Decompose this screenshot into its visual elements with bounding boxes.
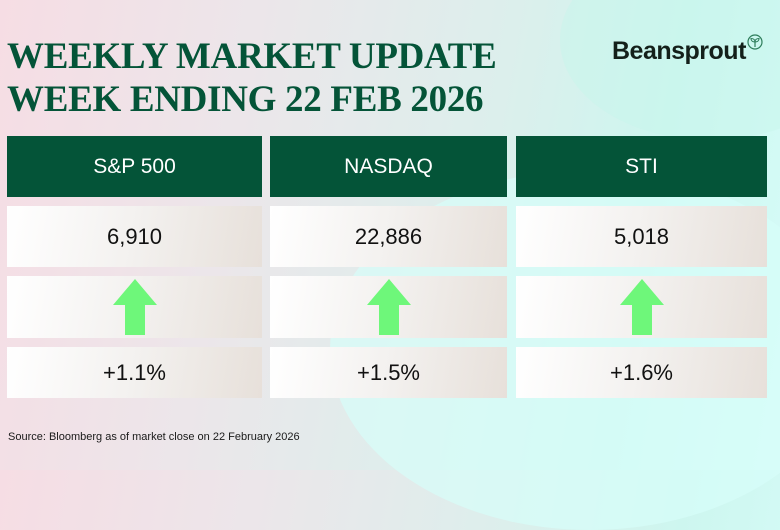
change-cell: +1.6% (516, 347, 767, 398)
change-percent: +1.5% (357, 359, 420, 385)
direction-cell (270, 276, 507, 338)
title-line-2: WEEK ENDING 22 FEB 2026 (7, 79, 484, 120)
index-name: STI (625, 154, 658, 178)
arrow-up-icon (366, 279, 411, 335)
market-table: S&P 500 6,910 +1.1% NASDAQ 22,886 +1.5% … (7, 136, 767, 398)
title-line-1: WEEKLY MARKET UPDATE (7, 36, 497, 77)
change-cell: +1.1% (7, 347, 262, 398)
index-name: S&P 500 (93, 154, 176, 178)
index-value: 22,886 (354, 223, 423, 249)
index-value-cell: 22,886 (270, 206, 507, 267)
index-value-cell: 6,910 (7, 206, 262, 267)
source-note: Source: Bloomberg as of market close on … (8, 431, 300, 443)
change-percent: +1.6% (610, 359, 673, 385)
index-name: NASDAQ (344, 154, 433, 178)
brand-logo: Beansprout (612, 34, 763, 66)
page-title: WEEKLY MARKET UPDATE WEEK ENDING 22 FEB … (7, 35, 497, 121)
index-value: 6,910 (106, 223, 163, 249)
index-value: 5,018 (613, 223, 670, 249)
change-cell: +1.5% (270, 347, 507, 398)
arrow-up-icon (112, 279, 157, 335)
column-header-nasdaq: NASDAQ (270, 136, 507, 197)
sprout-icon (747, 34, 763, 50)
index-value-cell: 5,018 (516, 206, 767, 267)
brand-name: Beansprout (612, 37, 746, 65)
change-percent: +1.1% (103, 359, 166, 385)
column-header-sti: STI (516, 136, 767, 197)
direction-cell (7, 276, 262, 338)
direction-cell (516, 276, 767, 338)
column-header-sp500: S&P 500 (7, 136, 262, 197)
arrow-up-icon (619, 279, 664, 335)
